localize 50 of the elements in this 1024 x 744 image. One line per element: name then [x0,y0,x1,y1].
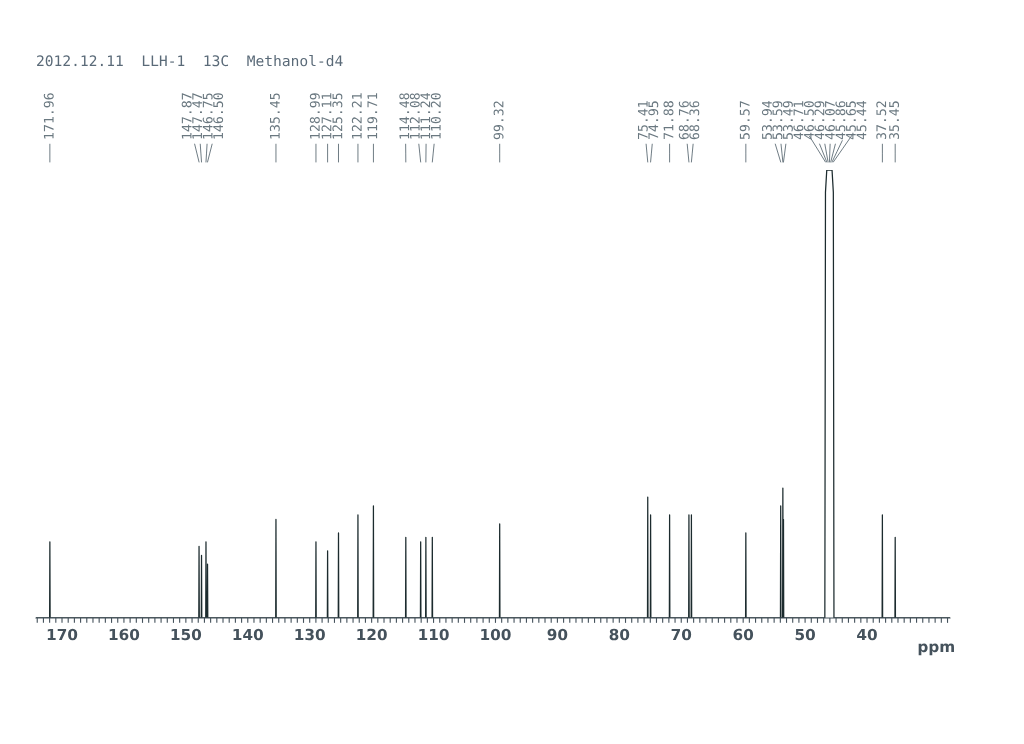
text: 46.71 [793,101,804,140]
text: 147.87 [181,93,192,139]
x-tick-label: 110 [419,628,449,641]
x-axis-title: ppm [918,643,954,656]
text: 37.52 [876,101,887,140]
text: 46.50 [803,101,814,140]
x-tick-label: 150 [171,628,202,641]
text: 45.65 [845,101,856,140]
x-tick-label: 50 [795,628,815,641]
x-tick-label: 140 [233,628,263,641]
x-tick-label: 90 [547,628,568,641]
text: 35.45 [889,101,900,140]
text: 135.45 [269,93,280,139]
text: 110.20 [430,93,441,139]
x-tick-label: 80 [609,628,630,641]
text: 111.24 [420,92,431,139]
x-tick-label: 170 [47,628,78,641]
chart-title: 2012.12.11 LLH-1 13C Methanol-d4 [37,54,343,67]
x-tick-label: 120 [357,628,387,641]
text: 46.07 [824,101,835,140]
text: 45.44 [856,100,867,140]
text: 147.47 [192,93,202,139]
text: 45.86 [835,101,846,140]
x-tick-label: 60 [733,628,754,641]
text: 146.75 [202,93,213,139]
x-tick-label: 100 [481,628,511,641]
text: 127.11 [321,93,332,139]
text: 112.08 [409,93,420,139]
x-tick-label: 130 [295,628,325,641]
text: 119.71 [367,93,378,139]
text: 75.41 [637,101,648,140]
text: 59.57 [739,101,750,140]
x-tick-label: 70 [671,628,692,641]
text: 122.21 [351,93,362,139]
text: 99.32 [493,101,504,140]
text: 128.99 [309,93,320,139]
text: 53.49 [782,101,793,140]
text: 53.59 [772,101,783,140]
text: 46.29 [814,101,825,140]
text: 74.95 [648,101,659,140]
text: 53.94 [761,100,772,140]
text: 146.50 [213,93,224,139]
x-tick-label: 160 [109,628,140,641]
text: 114.48 [399,93,410,139]
text: 171.96 [43,93,54,139]
text: 68.76 [678,101,689,140]
text: 68.36 [689,101,700,140]
text: 125.35 [332,93,343,139]
x-tick-label: 40 [857,628,877,641]
text: 71.88 [663,101,674,140]
